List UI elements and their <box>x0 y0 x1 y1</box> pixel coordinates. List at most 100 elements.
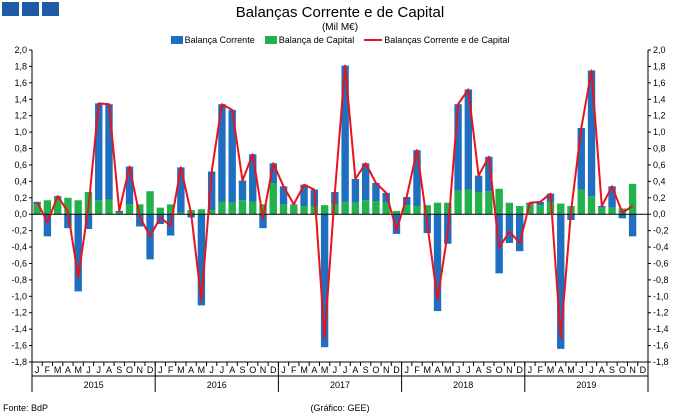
bar-capital <box>218 201 226 215</box>
y-tick-label-left: 1,8 <box>14 61 27 71</box>
bar-current <box>361 163 370 201</box>
bar-capital <box>33 204 41 215</box>
bar-current <box>618 214 627 219</box>
x-tick-label-month: F <box>168 365 174 375</box>
bar-capital <box>207 210 216 215</box>
x-tick-label-month: J <box>220 365 225 375</box>
bar-capital <box>105 199 113 215</box>
x-tick-label-month: N <box>506 365 513 375</box>
x-tick-label-month: J <box>456 365 461 375</box>
x-tick-label-year: 2019 <box>576 380 596 390</box>
x-tick-label-month: J <box>86 365 91 375</box>
bar-capital <box>444 202 452 215</box>
bar-capital <box>156 207 165 215</box>
bar-current <box>177 167 185 213</box>
bar-current <box>587 70 596 197</box>
x-tick-label-month: J <box>158 365 163 375</box>
bar-current <box>577 128 585 190</box>
x-tick-label-month: O <box>249 365 256 375</box>
x-tick-label-month: J <box>343 365 348 375</box>
bar-current <box>608 186 616 208</box>
bar-current <box>43 214 52 237</box>
bar-current <box>536 201 544 206</box>
legend-label-total: Balanças Corrente e de Capital <box>384 35 510 45</box>
y-tick-label-left: 0,6 <box>14 160 27 170</box>
x-tick-label-month: J <box>281 365 286 375</box>
footer-source: Fonte: BdP <box>3 403 49 413</box>
bar-capital <box>166 204 175 215</box>
bar-capital <box>413 206 421 215</box>
y-tick-label-left: -1,6 <box>11 341 27 351</box>
bar-capital <box>474 192 483 215</box>
x-tick-label-month: M <box>321 365 329 375</box>
bar-current <box>372 183 380 202</box>
x-tick-label-month: N <box>260 365 267 375</box>
bar-current <box>474 175 483 193</box>
bar-current <box>269 163 277 184</box>
x-tick-label-month: S <box>363 365 369 375</box>
bar-capital <box>53 197 62 215</box>
bar-capital <box>290 205 298 215</box>
bar-current <box>300 184 308 206</box>
bar-capital <box>495 188 503 215</box>
footer-credit: (Gráfico: GEE) <box>310 403 370 413</box>
y-tick-label-right: 2,0 <box>653 45 666 55</box>
x-tick-label-month: J <box>579 365 584 375</box>
bar-capital <box>310 206 319 215</box>
y-tick-label-right: 1,4 <box>653 94 666 104</box>
y-tick-label-right: 0,8 <box>653 144 666 154</box>
y-tick-label-left: 1,0 <box>14 127 27 137</box>
bar-capital <box>228 202 236 215</box>
legend-swatch-total <box>364 39 383 41</box>
x-tick-label-month: A <box>65 365 71 375</box>
y-tick-label-right: 0,2 <box>653 193 666 203</box>
x-tick-label-month: M <box>567 365 575 375</box>
x-tick-label-month: J <box>404 365 409 375</box>
bar-capital <box>608 207 616 215</box>
x-tick-label-month: O <box>619 365 626 375</box>
y-tick-label-right: -0,8 <box>653 275 669 285</box>
x-tick-label-month: M <box>547 365 555 375</box>
y-tick-label-right: -1,4 <box>653 324 669 334</box>
line-total <box>36 64 634 340</box>
bar-capital <box>536 205 544 215</box>
bar-current <box>249 154 257 202</box>
x-tick-label-month: F <box>45 365 51 375</box>
bar-capital <box>392 210 401 215</box>
x-tick-label-month: A <box>476 365 482 375</box>
x-tick-label-year: 2016 <box>207 380 227 390</box>
bar-current <box>64 214 72 229</box>
bar-current <box>207 171 216 211</box>
legend-label-capital: Balança de Capital <box>278 35 355 45</box>
bar-current <box>218 104 226 202</box>
x-tick-label-month: S <box>609 365 615 375</box>
y-tick-label-left: 0,4 <box>14 176 27 186</box>
bar-current <box>320 214 329 348</box>
x-tick-label-month: J <box>209 365 214 375</box>
x-tick-label-month: N <box>629 365 636 375</box>
y-tick-label-right: -0,4 <box>653 242 669 252</box>
bar-capital <box>249 201 257 215</box>
bar-capital <box>146 191 154 215</box>
bar-current <box>105 104 113 200</box>
y-tick-label-right: -1,8 <box>653 357 669 367</box>
bar-current <box>197 214 206 306</box>
x-tick-label-month: A <box>435 365 441 375</box>
bar-capital <box>464 189 473 215</box>
x-tick-label-month: F <box>537 365 543 375</box>
bar-capital <box>125 204 134 215</box>
x-tick-label-month: S <box>116 365 122 375</box>
x-tick-label-month: O <box>126 365 133 375</box>
bar-capital <box>115 212 123 215</box>
bar-capital <box>546 201 555 215</box>
y-tick-label-left: 1,2 <box>14 111 27 121</box>
y-tick-label-right: -0,6 <box>653 258 669 268</box>
logo-square <box>22 2 39 16</box>
logo-square <box>2 2 19 16</box>
x-tick-label-month: O <box>372 365 379 375</box>
bar-capital <box>341 201 349 215</box>
y-tick-label-left: 0,2 <box>14 193 27 203</box>
y-tick-label-right: -1,0 <box>653 291 669 301</box>
bar-current <box>74 214 82 292</box>
